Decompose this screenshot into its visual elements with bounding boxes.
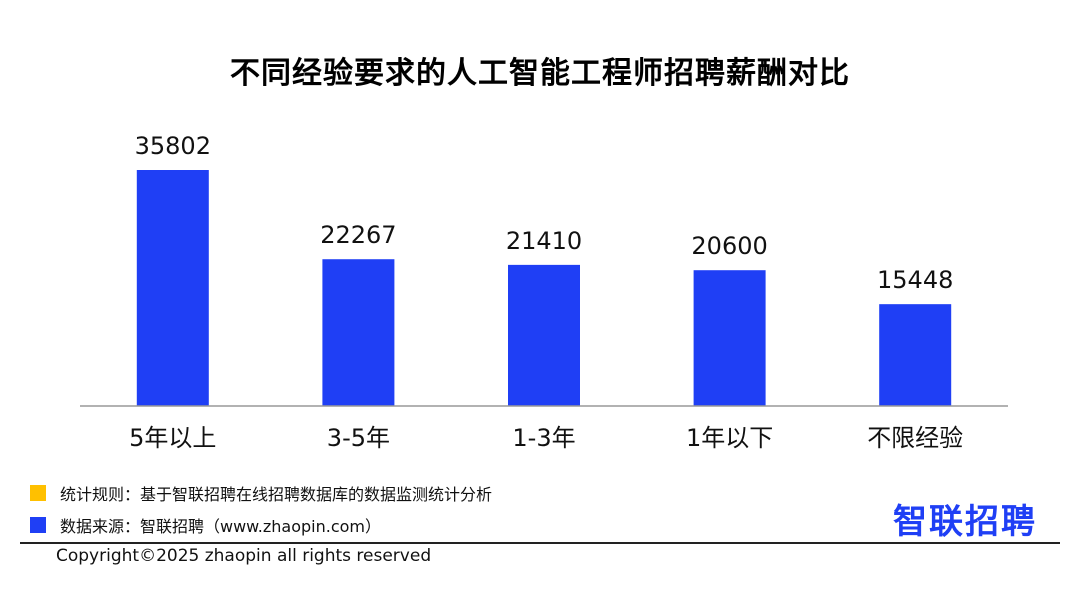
note-source: 数据来源：智联招聘（www.zhaopin.com） bbox=[30, 512, 492, 538]
chart-title: 不同经验要求的人工智能工程师招聘薪酬对比 bbox=[230, 56, 850, 91]
labels-group: 35802 5年以上 22267 3-5年 21410 1-3年 20600 1年以下 1544… bbox=[129, 132, 963, 452]
category-label-4: 不限经验 bbox=[867, 424, 963, 452]
bar-chart: 35802 5年以上 22267 3-5年 21410 1-3年 20600 1年以下 1544… bbox=[80, 132, 1008, 452]
category-label-2: 1-3年 bbox=[512, 424, 575, 452]
bars-group bbox=[136, 170, 952, 406]
bar-0 bbox=[136, 170, 209, 406]
data-label-1: 22267 bbox=[320, 221, 396, 249]
bar-3 bbox=[693, 270, 766, 406]
yellow-square-icon bbox=[30, 485, 46, 501]
note-rule: 统计规则：基于智联招聘在线招聘数据库的数据监测统计分析 bbox=[30, 480, 492, 506]
data-label-4: 15448 bbox=[877, 266, 953, 294]
bar-1 bbox=[322, 259, 395, 406]
category-label-3: 1年以下 bbox=[686, 424, 773, 452]
category-label-0: 5年以上 bbox=[129, 424, 216, 452]
zhaopin-logo: 智联招聘 bbox=[893, 502, 1037, 542]
notes: 统计规则：基于智联招聘在线招聘数据库的数据监测统计分析 数据来源：智联招聘（ww… bbox=[30, 480, 492, 544]
bar-2 bbox=[508, 264, 580, 406]
category-label-1: 3-5年 bbox=[327, 424, 390, 452]
data-label-0: 35802 bbox=[135, 132, 211, 160]
bar-4 bbox=[879, 304, 952, 406]
blue-square-icon bbox=[30, 517, 46, 533]
copyright-text: Copyright©2025 zhaopin all rights reserv… bbox=[56, 546, 432, 566]
footer-divider bbox=[20, 542, 1060, 544]
data-label-3: 20600 bbox=[691, 232, 767, 260]
data-label-2: 21410 bbox=[506, 227, 582, 255]
note-source-text: 数据来源：智联招聘（www.zhaopin.com） bbox=[60, 517, 382, 536]
note-rule-text: 统计规则：基于智联招聘在线招聘数据库的数据监测统计分析 bbox=[60, 485, 493, 504]
